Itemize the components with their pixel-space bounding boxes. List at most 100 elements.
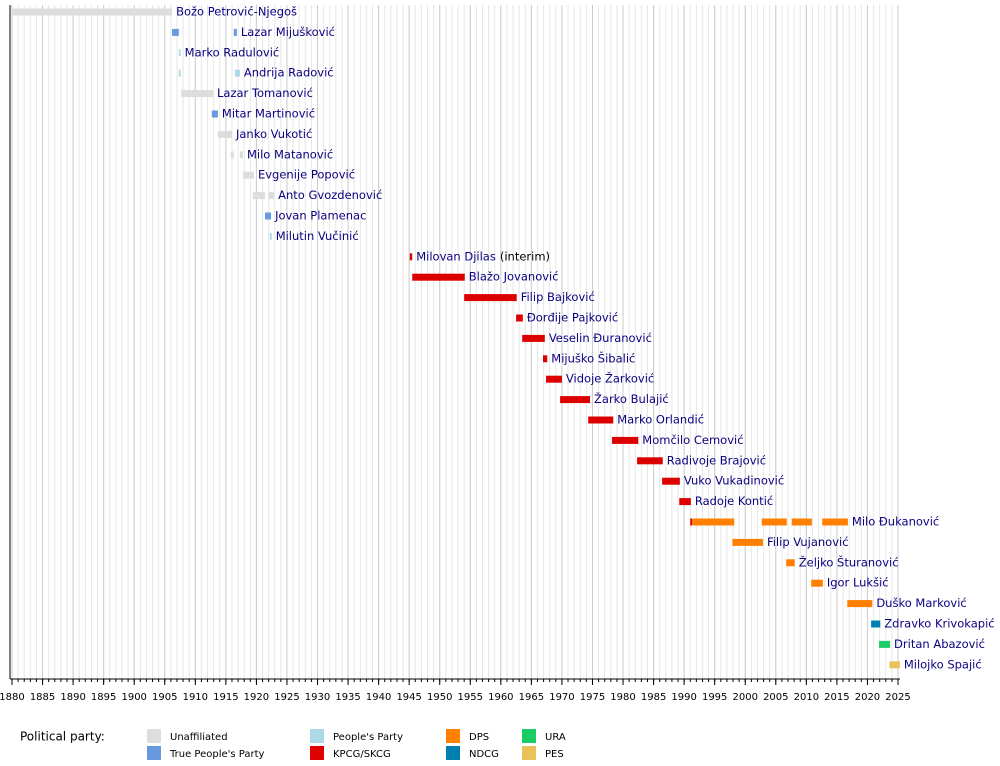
term-bar xyxy=(516,314,523,322)
term-bar xyxy=(679,498,691,506)
term-bar xyxy=(464,294,517,302)
term-bar xyxy=(637,457,663,465)
x-tick-label: 1995 xyxy=(702,692,727,703)
term-bar xyxy=(409,253,413,261)
officeholder-name[interactable]: Evgenije Popović xyxy=(258,168,355,182)
officeholder-name[interactable]: Janko Vukotić xyxy=(235,127,312,141)
officeholder-name[interactable]: Đorđije Pajković xyxy=(527,311,618,325)
legend-label: NDCG xyxy=(469,749,499,760)
x-tick-label: 2015 xyxy=(824,692,849,703)
term-bar xyxy=(178,69,181,77)
term-bar xyxy=(690,518,693,526)
term-bar xyxy=(879,640,891,648)
term-bar xyxy=(211,110,218,118)
term-bar xyxy=(761,518,787,526)
officeholder-name[interactable]: Anto Gvozdenović xyxy=(278,188,382,202)
term-bar xyxy=(871,620,881,628)
officeholder-name[interactable]: Dritan Abazović xyxy=(894,637,985,651)
officeholder-name[interactable]: Marko Orlandić xyxy=(617,413,704,427)
officeholder-name[interactable]: Milutin Vučinić xyxy=(276,229,359,243)
officeholder-name[interactable]: Momčilo Cemović xyxy=(642,433,743,447)
term-bar xyxy=(264,212,272,220)
term-bar xyxy=(732,538,763,546)
x-tick-label: 1915 xyxy=(213,692,238,703)
x-tick-label: 1945 xyxy=(396,692,421,703)
officeholder-name[interactable]: Filip Bajković xyxy=(521,290,595,304)
term-bar xyxy=(692,518,735,526)
officeholder-name[interactable]: Marko Radulović xyxy=(185,45,280,59)
legend-swatch xyxy=(446,729,460,743)
x-tick-label: 1975 xyxy=(580,692,605,703)
term-bar xyxy=(235,69,240,77)
officeholder-name[interactable]: Božo Petrović-Njegoš xyxy=(176,5,297,19)
officeholder-name[interactable]: Vuko Vukadinović xyxy=(684,474,784,488)
legend-title: Political party: xyxy=(20,730,105,744)
term-bar xyxy=(172,28,179,36)
x-tick-label: 2025 xyxy=(885,692,910,703)
officeholder-name[interactable]: Željko Šturanović xyxy=(799,554,899,569)
term-bar xyxy=(242,171,254,179)
officeholder-name[interactable]: Mijuško Šibalić xyxy=(551,350,635,365)
officeholder-name[interactable]: Mitar Martinović xyxy=(222,107,315,121)
x-tick-label: 1950 xyxy=(427,692,452,703)
legend-label: URA xyxy=(545,732,566,743)
term-bar xyxy=(412,273,465,281)
legend-swatch xyxy=(522,729,536,743)
term-bar xyxy=(786,559,795,567)
officeholder-name[interactable]: Vidoje Žarković xyxy=(566,371,654,386)
term-bar xyxy=(560,396,591,404)
officeholder-name[interactable]: Žarko Bulajić xyxy=(594,391,669,406)
officeholder-name[interactable]: Filip Vujanović xyxy=(767,535,849,549)
officeholder-name[interactable]: Igor Lukšić xyxy=(827,576,889,590)
x-tick-label: 1910 xyxy=(183,692,208,703)
term-bar xyxy=(889,661,900,669)
legend-label: People's Party xyxy=(333,732,403,743)
x-tick-label: 1920 xyxy=(244,692,269,703)
term-bar xyxy=(791,518,812,526)
officeholder-name[interactable]: Blažo Jovanović xyxy=(469,270,559,284)
officeholder-name[interactable]: Zdravko Krivokapić xyxy=(884,617,994,631)
officeholder-note: (interim) xyxy=(500,249,550,263)
term-bar xyxy=(217,130,232,138)
officeholder-name[interactable]: Milo Đukanović xyxy=(852,515,939,529)
x-tick-label: 1925 xyxy=(274,692,299,703)
officeholder-name[interactable]: Andrija Radović xyxy=(244,66,334,80)
term-bar xyxy=(268,192,275,200)
officeholder-name[interactable]: Duško Marković xyxy=(876,596,966,610)
officeholder-name[interactable]: Milo Matanović xyxy=(247,147,333,161)
x-tick-label: 2020 xyxy=(855,692,880,703)
legend-swatch xyxy=(147,729,161,743)
officeholder-name[interactable]: Lazar Mijušković xyxy=(241,25,335,39)
officeholder-name[interactable]: Lazar Tomanović xyxy=(217,86,313,100)
x-tick-label: 1940 xyxy=(366,692,391,703)
officeholder-name[interactable]: Radoje Kontić xyxy=(695,494,773,508)
x-tick-label: 1970 xyxy=(549,692,574,703)
x-tick-label: 1990 xyxy=(671,692,696,703)
officeholder-name[interactable]: Milojko Spajić xyxy=(904,657,982,671)
x-tick-label: 1960 xyxy=(488,692,513,703)
legend-swatch xyxy=(446,746,460,760)
legend-label: True People's Party xyxy=(169,749,265,760)
officeholder-name[interactable]: Milovan Djilas xyxy=(416,249,496,263)
x-tick-label: 1930 xyxy=(305,692,330,703)
term-bar xyxy=(181,90,214,98)
officeholder-name[interactable]: Veselin Đuranović xyxy=(549,331,652,345)
officeholder-name[interactable]: Jovan Plamenac xyxy=(274,209,366,223)
term-bar xyxy=(546,375,562,383)
term-bar xyxy=(239,151,243,159)
term-bar xyxy=(811,579,823,587)
term-bar xyxy=(847,600,873,608)
term-bar xyxy=(178,49,181,57)
x-tick-label: 1955 xyxy=(458,692,483,703)
bars xyxy=(12,8,900,669)
officeholder-name[interactable]: Radivoje Brajović xyxy=(667,453,766,467)
legend-label: KPCG/SKCG xyxy=(333,749,391,760)
term-bar xyxy=(542,355,548,363)
x-tick-label: 1890 xyxy=(60,692,85,703)
term-bar xyxy=(269,232,272,240)
legend-label: Unaffiliated xyxy=(170,732,228,743)
term-bar xyxy=(230,151,234,159)
legend-swatch xyxy=(310,746,324,760)
x-tick-label: 1985 xyxy=(641,692,666,703)
